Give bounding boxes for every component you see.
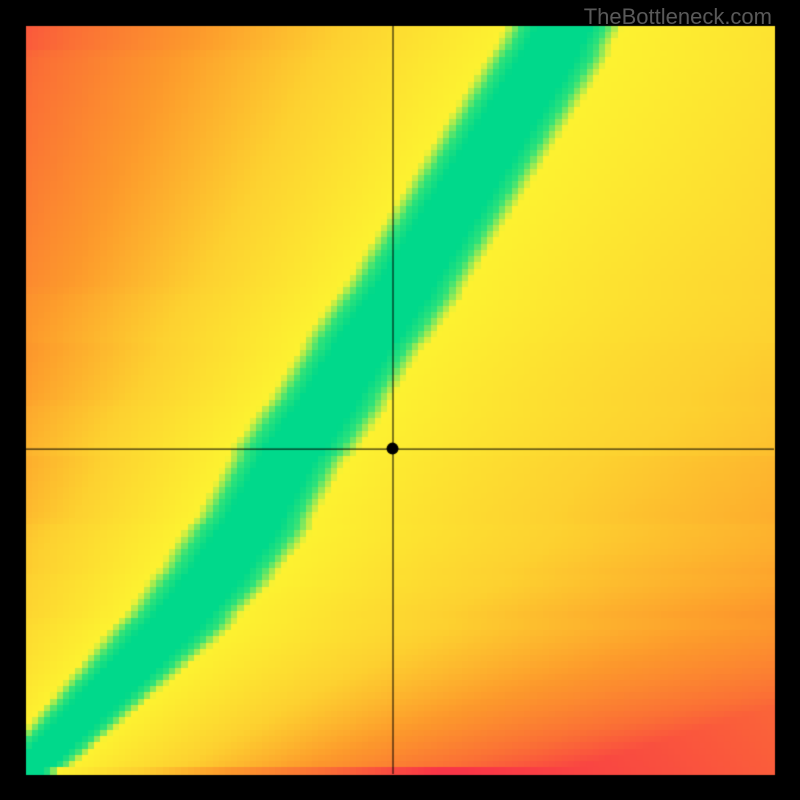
- heatmap-canvas: [0, 0, 800, 800]
- watermark-text: TheBottleneck.com: [584, 4, 772, 30]
- heatmap-chart: [0, 0, 800, 800]
